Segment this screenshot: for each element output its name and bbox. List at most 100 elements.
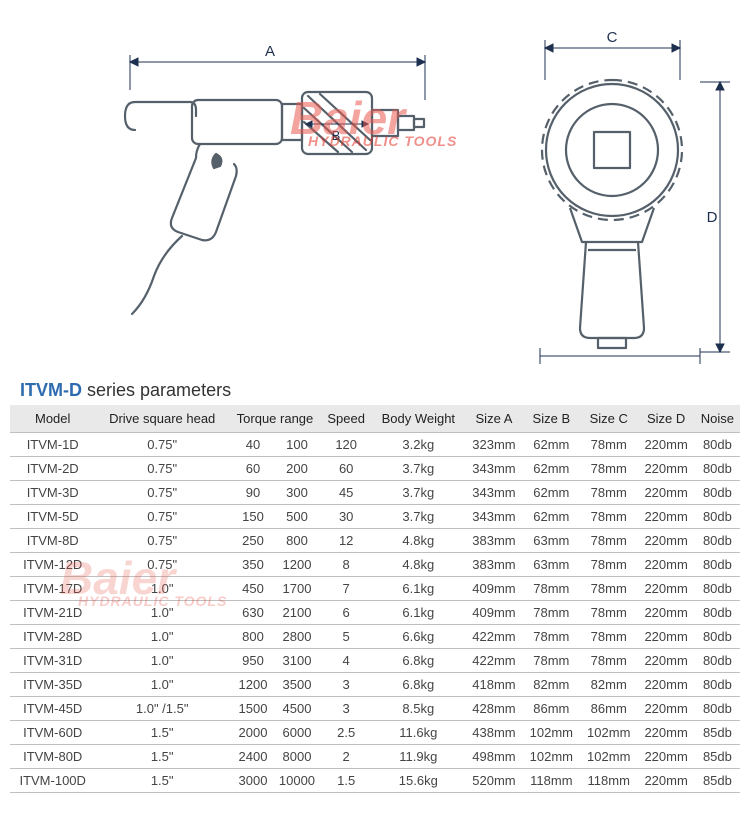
col-size-c: Size C [580,405,637,433]
cell-size-b: 102mm [523,721,580,745]
cell-torque: 150500 [229,505,321,529]
cell-size-d: 220mm [637,481,694,505]
cell-noise: 80db [695,577,740,601]
cell-weight: 3.7kg [371,457,465,481]
cell-speed: 5 [321,625,371,649]
cell-model: ITVM-60D [10,721,95,745]
cell-size-d: 220mm [637,577,694,601]
cell-model: ITVM-2D [10,457,95,481]
cell-torque: 24008000 [229,745,321,769]
cell-drive: 1.0" /1.5" [95,697,229,721]
cell-size-d: 220mm [637,745,694,769]
cell-size-a: 438mm [465,721,522,745]
cell-size-d: 220mm [637,769,694,793]
cell-noise: 80db [695,625,740,649]
cell-size-c: 118mm [580,769,637,793]
table-row: ITVM-1D0.75"401001203.2kg323mm62mm78mm22… [10,433,740,457]
cell-weight: 11.6kg [371,721,465,745]
table-row: ITVM-8D0.75"250800124.8kg383mm63mm78mm22… [10,529,740,553]
cell-speed: 3 [321,697,371,721]
cell-size-a: 422mm [465,625,522,649]
table-row: ITVM-5D0.75"150500303.7kg343mm62mm78mm22… [10,505,740,529]
cell-size-d: 220mm [637,697,694,721]
cell-torque: 3501200 [229,553,321,577]
cell-speed: 120 [321,433,371,457]
cell-weight: 6.8kg [371,673,465,697]
table-row: ITVM-3D0.75"90300453.7kg343mm62mm78mm220… [10,481,740,505]
col-weight: Body Weight [371,405,465,433]
cell-weight: 3.7kg [371,481,465,505]
cell-size-c: 102mm [580,745,637,769]
table-row: ITVM-2D0.75"60200603.7kg343mm62mm78mm220… [10,457,740,481]
cell-drive: 1.0" [95,649,229,673]
cell-noise: 80db [695,529,740,553]
cell-size-b: 62mm [523,505,580,529]
cell-model: ITVM-3D [10,481,95,505]
cell-model: ITVM-35D [10,673,95,697]
cell-torque: 8002800 [229,625,321,649]
cell-noise: 80db [695,697,740,721]
table-row: ITVM-80D1.5"24008000211.9kg498mm102mm102… [10,745,740,769]
cell-weight: 15.6kg [371,769,465,793]
cell-size-b: 78mm [523,601,580,625]
col-speed: Speed [321,405,371,433]
cell-noise: 80db [695,505,740,529]
cell-size-b: 62mm [523,433,580,457]
cell-torque: 90300 [229,481,321,505]
page-title: ITVM-D series parameters [0,380,750,405]
table-row: ITVM-12D0.75"350120084.8kg383mm63mm78mm2… [10,553,740,577]
cell-torque: 15004500 [229,697,321,721]
cell-noise: 85db [695,769,740,793]
cell-size-a: 428mm [465,697,522,721]
cell-size-c: 78mm [580,577,637,601]
cell-model: ITVM-21D [10,601,95,625]
col-size-b: Size B [523,405,580,433]
page: A [0,0,750,793]
cell-speed: 12 [321,529,371,553]
cell-model: ITVM-80D [10,745,95,769]
cell-drive: 0.75" [95,457,229,481]
cell-size-d: 220mm [637,625,694,649]
cell-size-b: 102mm [523,745,580,769]
cell-drive: 0.75" [95,529,229,553]
cell-size-c: 78mm [580,625,637,649]
cell-size-c: 86mm [580,697,637,721]
cell-model: ITVM-8D [10,529,95,553]
cell-weight: 6.6kg [371,625,465,649]
col-size-a: Size A [465,405,522,433]
cell-model: ITVM-100D [10,769,95,793]
cell-size-d: 220mm [637,553,694,577]
col-model: Model [10,405,95,433]
table-header-row: Model Drive square head Torque range Spe… [10,405,740,433]
cell-weight: 3.7kg [371,505,465,529]
dim-label-D: D [707,209,718,226]
cell-size-c: 78mm [580,529,637,553]
cell-drive: 1.0" [95,577,229,601]
cell-size-d: 220mm [637,433,694,457]
cell-size-a: 422mm [465,649,522,673]
cell-size-c: 78mm [580,505,637,529]
cell-torque: 40100 [229,433,321,457]
cell-size-b: 78mm [523,649,580,673]
cell-size-d: 220mm [637,505,694,529]
cell-noise: 80db [695,481,740,505]
cell-size-b: 62mm [523,457,580,481]
cell-drive: 1.0" [95,625,229,649]
cell-torque: 20006000 [229,721,321,745]
cell-size-c: 82mm [580,673,637,697]
cell-drive: 1.5" [95,745,229,769]
cell-noise: 80db [695,673,740,697]
cell-size-b: 78mm [523,625,580,649]
cell-size-d: 220mm [637,601,694,625]
cell-size-c: 78mm [580,433,637,457]
cell-weight: 6.1kg [371,601,465,625]
cell-size-c: 102mm [580,721,637,745]
cell-weight: 4.8kg [371,553,465,577]
cell-size-b: 86mm [523,697,580,721]
cell-size-b: 78mm [523,577,580,601]
cell-weight: 8.5kg [371,697,465,721]
cell-size-b: 63mm [523,529,580,553]
cell-size-d: 220mm [637,721,694,745]
cell-weight: 6.8kg [371,649,465,673]
cell-model: ITVM-31D [10,649,95,673]
